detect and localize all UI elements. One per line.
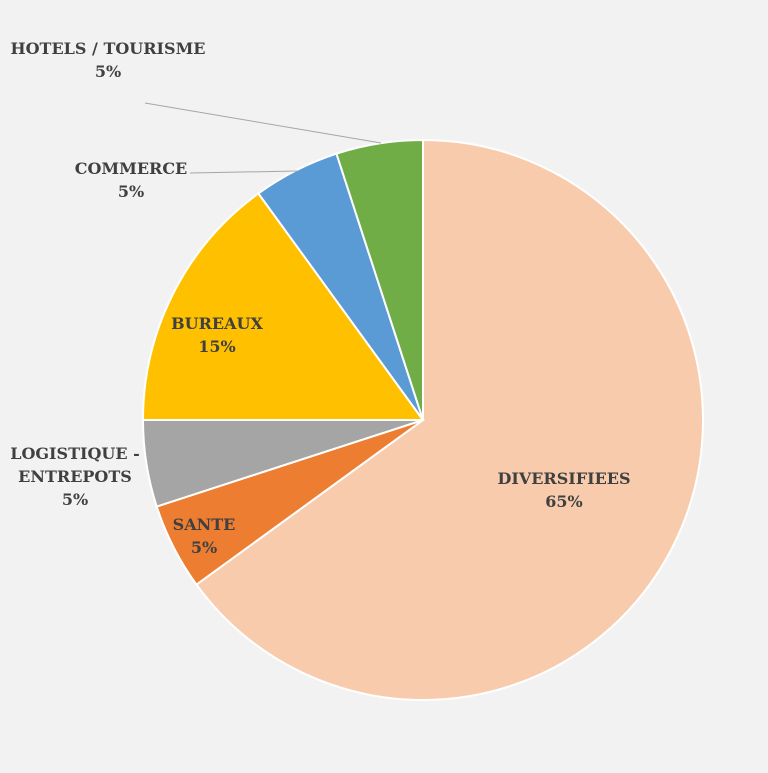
slice-value-label: 5% (95, 62, 121, 81)
slice-value-label: 5% (118, 182, 144, 201)
slice-category-label: LOGISTIQUE - (10, 444, 140, 463)
slice-category-label: BUREAUX (171, 314, 263, 333)
pie-slice-bureaux (141, 192, 425, 421)
slice-value-label: 65% (545, 492, 582, 511)
slice-value-label: 5% (62, 490, 88, 509)
slice-value-label: 5% (191, 538, 217, 557)
slice-labels: DIVERSIFIEES 65% SANTE 5% LOGISTIQUE - ENTREP… (10, 39, 630, 557)
pie-slice-diversifiees (195, 138, 704, 701)
slice-category-label: ENTREPOTS (18, 467, 132, 486)
slice-category-label: COMMERCE (75, 159, 188, 178)
slice-category-label: HOTELS / TOURISME (11, 39, 206, 58)
leader-line (189, 170, 299, 174)
slice-category-label: DIVERSIFIEES (497, 469, 630, 488)
leader-line (144, 102, 382, 144)
leader-lines (144, 102, 382, 174)
pie-slice-hotels-tourisme (335, 138, 424, 421)
slice-category-label: SANTE (173, 515, 236, 534)
slice-value-label: 15% (198, 337, 235, 356)
pie-slices (141, 138, 704, 701)
